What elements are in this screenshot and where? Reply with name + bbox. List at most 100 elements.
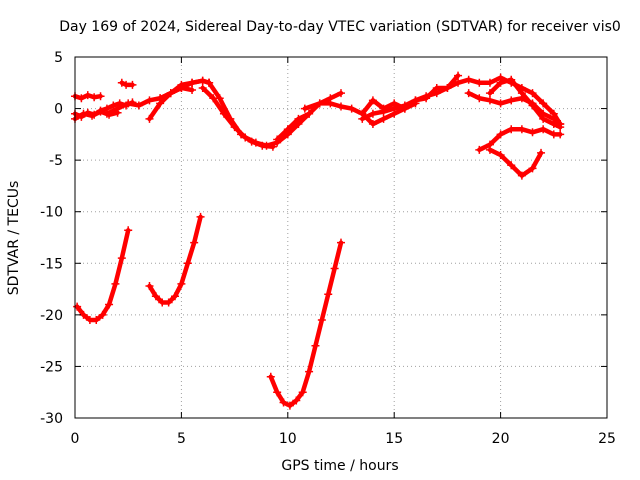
series-line (268, 240, 344, 408)
data-point (337, 89, 345, 98)
data-point (205, 78, 214, 87)
data-point (300, 104, 309, 113)
data-point (475, 94, 484, 103)
data-point (368, 96, 377, 105)
series-line (477, 126, 563, 153)
data-point (190, 238, 199, 247)
y-tick-label: -5 (49, 153, 63, 169)
data-point (113, 104, 122, 113)
data-point (268, 142, 277, 151)
data-point (96, 107, 105, 116)
data-point (79, 109, 88, 118)
plot-frame (74, 56, 608, 419)
data-point (432, 89, 441, 98)
data-point (117, 78, 126, 87)
data-point (454, 71, 463, 80)
series-line (360, 101, 418, 127)
data-point (422, 92, 431, 101)
data-point (188, 86, 197, 95)
x-tick-label: 10 (279, 431, 297, 447)
data-point (507, 161, 516, 170)
data-point (196, 212, 205, 221)
series-arc-15 (485, 75, 565, 132)
data-point (279, 398, 288, 407)
data-point (258, 141, 267, 150)
series-line (74, 228, 131, 323)
data-point (77, 94, 86, 103)
series-group (71, 71, 565, 410)
series-arc-1 (71, 91, 105, 103)
data-point (507, 96, 516, 105)
data-point (273, 388, 282, 397)
data-point (485, 96, 494, 105)
data-point (311, 341, 320, 350)
series-arc-19 (145, 212, 205, 307)
data-point (134, 101, 143, 110)
data-point (549, 120, 558, 129)
data-point (368, 120, 377, 129)
series-arc-20 (266, 238, 345, 410)
data-point (111, 279, 120, 288)
data-point (124, 99, 133, 108)
data-point (317, 316, 326, 325)
data-point (166, 89, 175, 98)
data-point (358, 114, 367, 123)
data-point (337, 238, 345, 247)
x-tick-label: 15 (385, 431, 403, 447)
data-point (177, 279, 186, 288)
data-point (226, 114, 235, 123)
data-point (283, 125, 292, 134)
data-point (298, 388, 307, 397)
y-axis-label: SDTVAR / TECUs (6, 181, 22, 296)
data-point (337, 102, 345, 111)
data-point (145, 281, 154, 290)
x-axis-label: GPS time / hours (281, 458, 398, 474)
data-point (517, 89, 526, 98)
data-point (485, 89, 494, 98)
data-point (96, 92, 105, 101)
data-point (556, 130, 565, 139)
series-line (487, 147, 544, 178)
series-arc-9 (205, 78, 277, 151)
data-point (305, 109, 314, 118)
x-tick-label: 0 (71, 431, 80, 447)
data-point (198, 76, 207, 85)
data-point (485, 145, 494, 154)
data-point (105, 300, 114, 309)
data-point (539, 125, 548, 134)
data-point (411, 96, 420, 105)
data-point (292, 396, 301, 405)
chart-title: Day 169 of 2024, Sidereal Day-to-day VTE… (59, 19, 621, 35)
series-arc-10 (273, 89, 345, 144)
data-point (177, 83, 186, 92)
data-point (517, 125, 526, 134)
data-point (92, 316, 101, 325)
data-point (496, 150, 505, 159)
series-arc-4 (117, 78, 137, 89)
data-point (496, 78, 505, 87)
data-point (454, 78, 463, 87)
data-point (315, 99, 324, 108)
axis-ticks: 0 5 10 15 20 25 5 0 -5 -10 -15 -20 -25 -30 (40, 50, 616, 447)
data-point (443, 83, 452, 92)
data-point (198, 83, 207, 92)
x-tick-label: 25 (598, 431, 616, 447)
x-tick-label: 20 (492, 431, 510, 447)
series-arc-13 (358, 73, 565, 129)
data-point (83, 91, 92, 100)
data-point (305, 367, 314, 376)
data-point (247, 137, 256, 146)
data-point (400, 101, 409, 110)
data-point (507, 125, 516, 134)
data-point (464, 75, 473, 84)
data-point (475, 145, 484, 154)
data-point (347, 104, 356, 113)
y-tick-label: -15 (40, 256, 63, 272)
data-point (285, 401, 294, 410)
data-point (368, 109, 377, 118)
data-point (528, 128, 537, 137)
data-point (528, 89, 537, 98)
series-arc-16 (475, 125, 565, 154)
data-point (324, 290, 333, 299)
